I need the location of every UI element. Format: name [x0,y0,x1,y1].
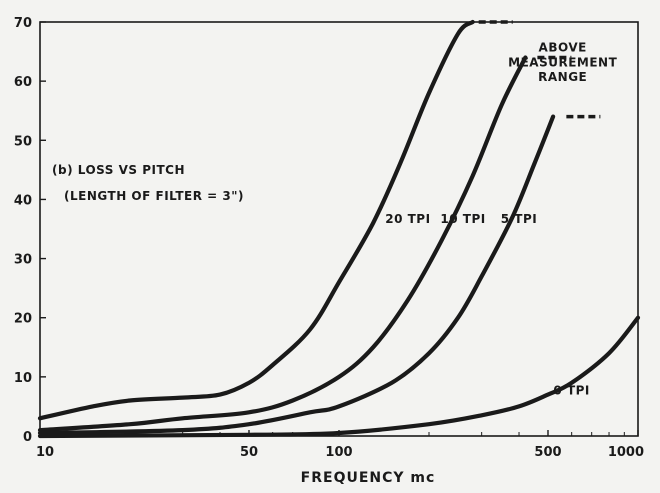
y-tick-label: 20 [14,312,32,327]
y-tick-label: 0 [23,430,32,445]
x-tick-label: 1000 [608,445,644,460]
y-tick-label: 70 [14,16,32,31]
series-annotation: MEASUREMENT [508,55,617,69]
x-tick-label: 50 [240,445,258,460]
series-annotation: 20 TPI [385,212,430,226]
x-tick-label: 100 [325,445,352,460]
y-tick-label: 30 [14,253,32,268]
y-tick-label: 40 [14,193,32,208]
x-axis-label: FREQUENCY mc [301,470,436,486]
chart-title: (b) LOSS VS PITCH [52,163,185,177]
series-annotation: ABOVE [539,41,587,55]
series-line-1 [40,58,525,431]
series-annotation: 5 TPI [501,212,537,226]
series-annotation: 10 TPI [440,212,485,226]
series-annotation: RANGE [538,70,587,84]
chart-subtitle: (LENGTH OF FILTER = 3") [64,189,244,203]
x-tick-label: 10 [36,445,54,460]
y-tick-label: 50 [14,134,32,149]
y-tick-label: 10 [14,371,32,386]
series-annotation: 0 TPI [553,384,589,398]
x-tick-label: 500 [534,445,561,460]
y-tick-label: 60 [14,75,32,90]
